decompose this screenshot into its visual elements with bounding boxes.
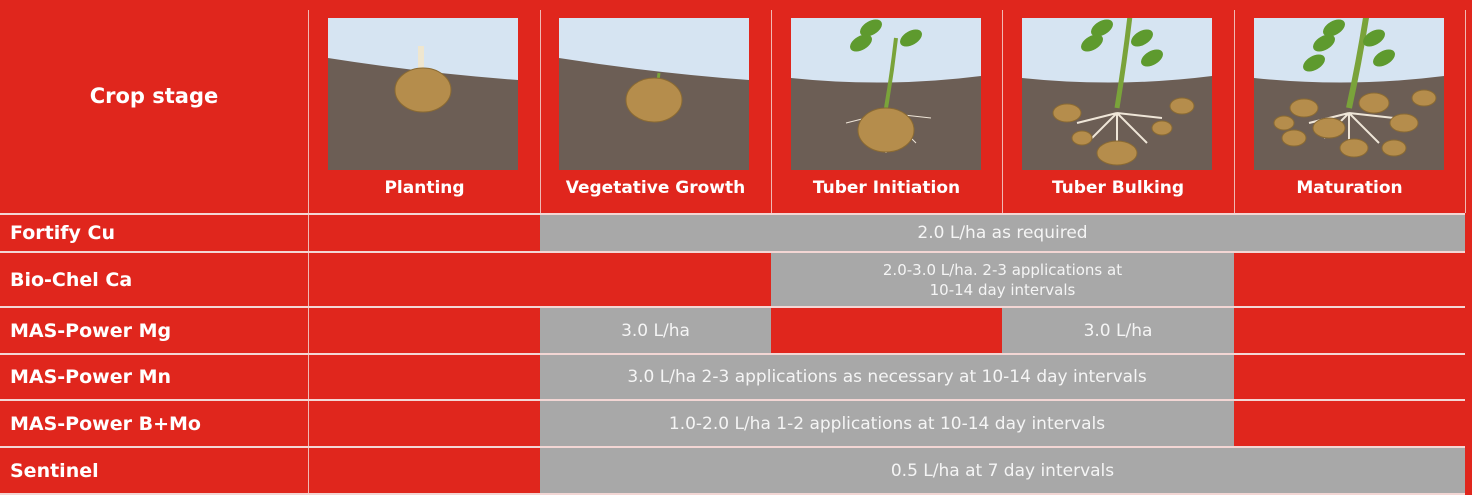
product-name: Sentinel [10,448,99,493]
page: Crop stage Planting Vegetative Growth Tu… [0,0,1472,495]
stage-label: Tuber Bulking [1002,178,1234,202]
application-cell: 2.0 L/ha as required [540,215,1465,251]
stage-illustration [1254,18,1444,170]
stage-label: Vegetative Growth [540,178,771,202]
application-cell: 3.0 L/ha 2-3 applications as necessary a… [540,355,1234,399]
tuber [1340,139,1368,157]
tuber [1359,93,1389,113]
application-cell: 3.0 L/ha [540,308,771,353]
tuber [1313,118,1345,138]
application-cell: 2.0-3.0 L/ha. 2-3 applications at 10-14 … [771,253,1234,306]
product-name: MAS-Power Mg [10,308,171,353]
product-name: MAS-Power B+Mo [10,401,201,446]
row-divider [0,251,1465,253]
application-cell: 0.5 L/ha at 7 day intervals [540,448,1465,493]
stage-label: Planting [309,178,540,202]
tuber [1274,116,1294,130]
application-cell: 3.0 L/ha [1002,308,1234,353]
stage-illustration [791,18,981,170]
application-cell: 1.0-2.0 L/ha 1-2 applications at 10-14 d… [540,401,1234,446]
application-line: 10-14 day intervals [930,280,1076,300]
product-name: Bio-Chel Ca [10,253,132,306]
tuber [1097,141,1137,165]
product-name: MAS-Power Mn [10,355,171,399]
tuber [395,68,451,112]
product-name: Fortify Cu [10,215,115,251]
header-title: Crop stage [0,84,308,108]
application-line: 2.0-3.0 L/ha. 2-3 applications at [883,260,1122,280]
tuber [1053,104,1081,122]
tuber [1390,114,1418,132]
tuber [1072,131,1092,145]
stage-illustration [1022,18,1212,170]
tuber [1152,121,1172,135]
tuber [1170,98,1194,114]
tuber [626,78,682,122]
stage-illustration [328,18,518,170]
tuber [1282,130,1306,146]
sprout [418,46,424,70]
stage-label: Tuber Initiation [771,178,1002,202]
stage-illustration [559,18,749,170]
separator [1465,10,1466,213]
tuber [858,108,914,152]
tuber [1412,90,1436,106]
tuber [1382,140,1406,156]
tuber [1290,99,1318,117]
stage-label: Maturation [1234,178,1465,202]
